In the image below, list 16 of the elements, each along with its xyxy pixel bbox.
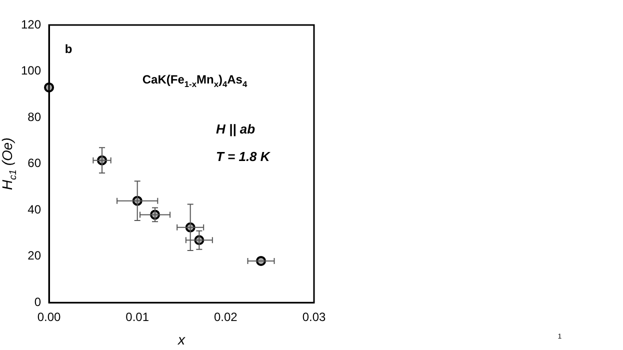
- y-tick-label: 0: [34, 294, 42, 309]
- y-tick-label: 20: [28, 248, 42, 263]
- y-axis-title: Hc1 (Oe): [0, 138, 20, 190]
- x-axis-title: x: [177, 332, 186, 348]
- x-tick-label: 0.03: [302, 310, 326, 324]
- x-tick-label: 0.00: [37, 310, 62, 324]
- x-tick-label: 0.02: [214, 310, 238, 324]
- y-tick-label: 100: [20, 64, 42, 78]
- y-tick-label: 40: [28, 202, 42, 216]
- y-tick-label: 60: [28, 156, 42, 170]
- x-tick-label: 0.01: [126, 310, 150, 324]
- annotation: T = 1.8 K: [216, 149, 272, 164]
- y-tick-label: 120: [20, 17, 42, 32]
- y-tick-label: 80: [28, 110, 42, 124]
- annotation: b: [64, 42, 72, 56]
- annotation: H || ab: [216, 121, 256, 136]
